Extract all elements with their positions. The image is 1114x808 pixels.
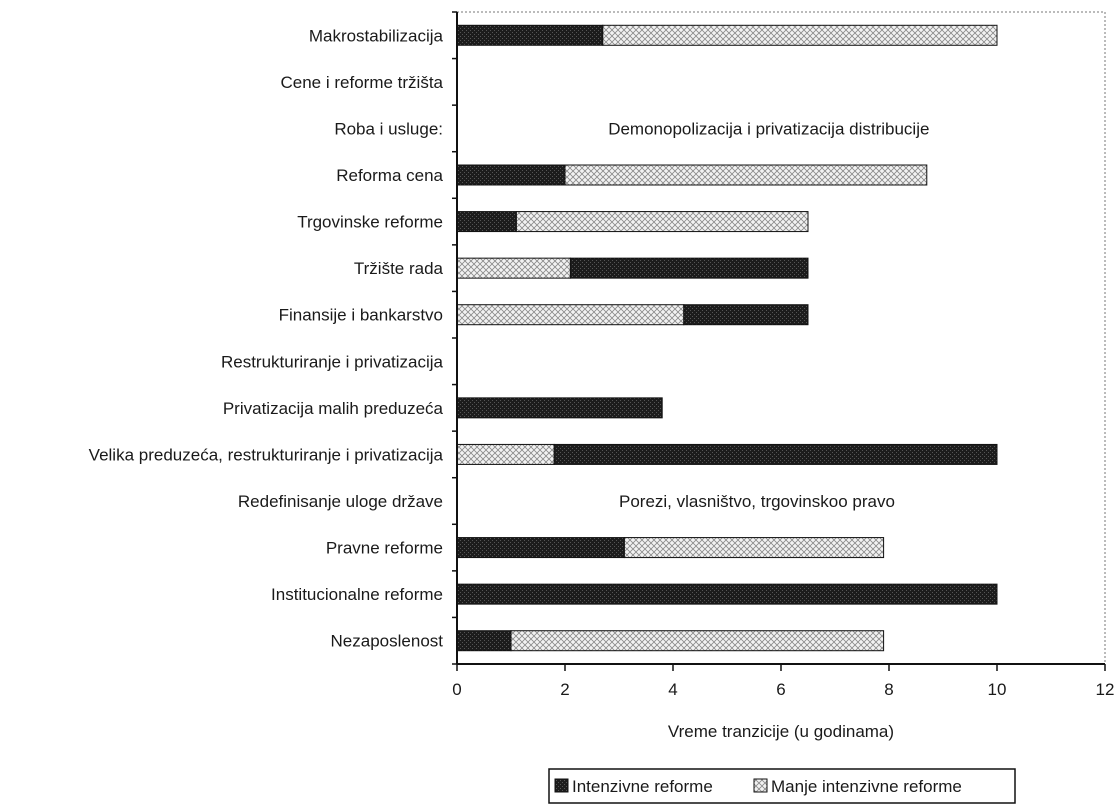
category-label: Cene i reforme tržišta	[281, 73, 444, 92]
annotations: Demonopolizacija i privatizacija distrib…	[608, 119, 929, 511]
bar-segment-intenzivne-reforme	[456, 164, 566, 186]
annotation-text: Demonopolizacija i privatizacija distrib…	[608, 119, 929, 138]
legend-swatch-manje-intenzivne	[753, 778, 768, 793]
bar-segment-manje-intenzivne-reforme	[456, 257, 571, 279]
category-label: Finansije i bankarstvo	[279, 306, 443, 325]
bar-segment-intenzivne-reforme	[456, 537, 625, 559]
x-tick-label: 10	[988, 680, 1007, 699]
bar-segment-intenzivne-reforme	[553, 443, 998, 465]
category-labels: Makrostabilizacija Cene i reforme tržišta…	[89, 26, 444, 650]
category-label: Makrostabilizacija	[309, 26, 444, 45]
bar-segment-manje-intenzivne-reforme	[456, 304, 685, 326]
bar-segment-intenzivne-reforme	[569, 257, 809, 279]
legend-label-intenzivne: Intenzivne reforme	[572, 777, 713, 796]
bar-segment-manje-intenzivne-reforme	[564, 164, 928, 186]
category-label: Nezaposlenost	[331, 632, 444, 651]
x-tick-label: 4	[668, 680, 677, 699]
bar-segment-manje-intenzivne-reforme	[456, 443, 555, 465]
category-label: Privatizacija malih preduzeća	[223, 399, 444, 418]
category-label: Roba i usluge:	[334, 119, 443, 138]
bar-segment-intenzivne-reforme	[456, 583, 998, 605]
category-label: Restrukturiranje i privatizacija	[221, 352, 444, 371]
x-ticks: 0 2 4 6 8 10 12	[452, 664, 1114, 699]
annotation-text: Porezi, vlasništvo, trgovinskoo pravo	[619, 492, 895, 511]
category-label: Pravne reforme	[326, 539, 443, 558]
bar-segment-intenzivne-reforme	[456, 630, 512, 652]
legend: Intenzivne reforme Manje intenzivne refo…	[548, 768, 1016, 804]
category-label: Institucionalne reforme	[271, 585, 443, 604]
x-tick-label: 0	[452, 680, 461, 699]
bar-segment-intenzivne-reforme	[683, 304, 809, 326]
legend-label-manje-intenzivne: Manje intenzivne reforme	[771, 777, 962, 796]
category-label: Reforma cena	[336, 166, 443, 185]
plot-area	[456, 11, 1106, 665]
legend-swatch-intenzivne	[554, 778, 569, 793]
x-tick-label: 6	[776, 680, 785, 699]
legend-box	[548, 768, 1016, 804]
x-tick-label: 2	[560, 680, 569, 699]
bar-segment-intenzivne-reforme	[456, 397, 663, 419]
bar-segment-intenzivne-reforme	[456, 211, 517, 233]
x-axis-title: Vreme tranzicije (u godinama)	[668, 722, 894, 741]
bar-segment-manje-intenzivne-reforme	[510, 630, 885, 652]
category-label: Tržište rada	[354, 259, 444, 278]
y-ticks	[452, 11, 457, 665]
category-label: Redefinisanje uloge države	[238, 492, 443, 511]
bar-segment-manje-intenzivne-reforme	[515, 211, 809, 233]
bar-segment-manje-intenzivne-reforme	[602, 24, 998, 46]
x-tick-label: 8	[884, 680, 893, 699]
category-label: Trgovinske reforme	[297, 213, 443, 232]
bar-segment-intenzivne-reforme	[456, 24, 604, 46]
x-tick-label: 12	[1096, 680, 1114, 699]
bar-segment-manje-intenzivne-reforme	[623, 537, 885, 559]
category-label: Velika preduzeća, restrukturiranje i pri…	[89, 445, 444, 464]
bars-layer	[456, 24, 998, 652]
